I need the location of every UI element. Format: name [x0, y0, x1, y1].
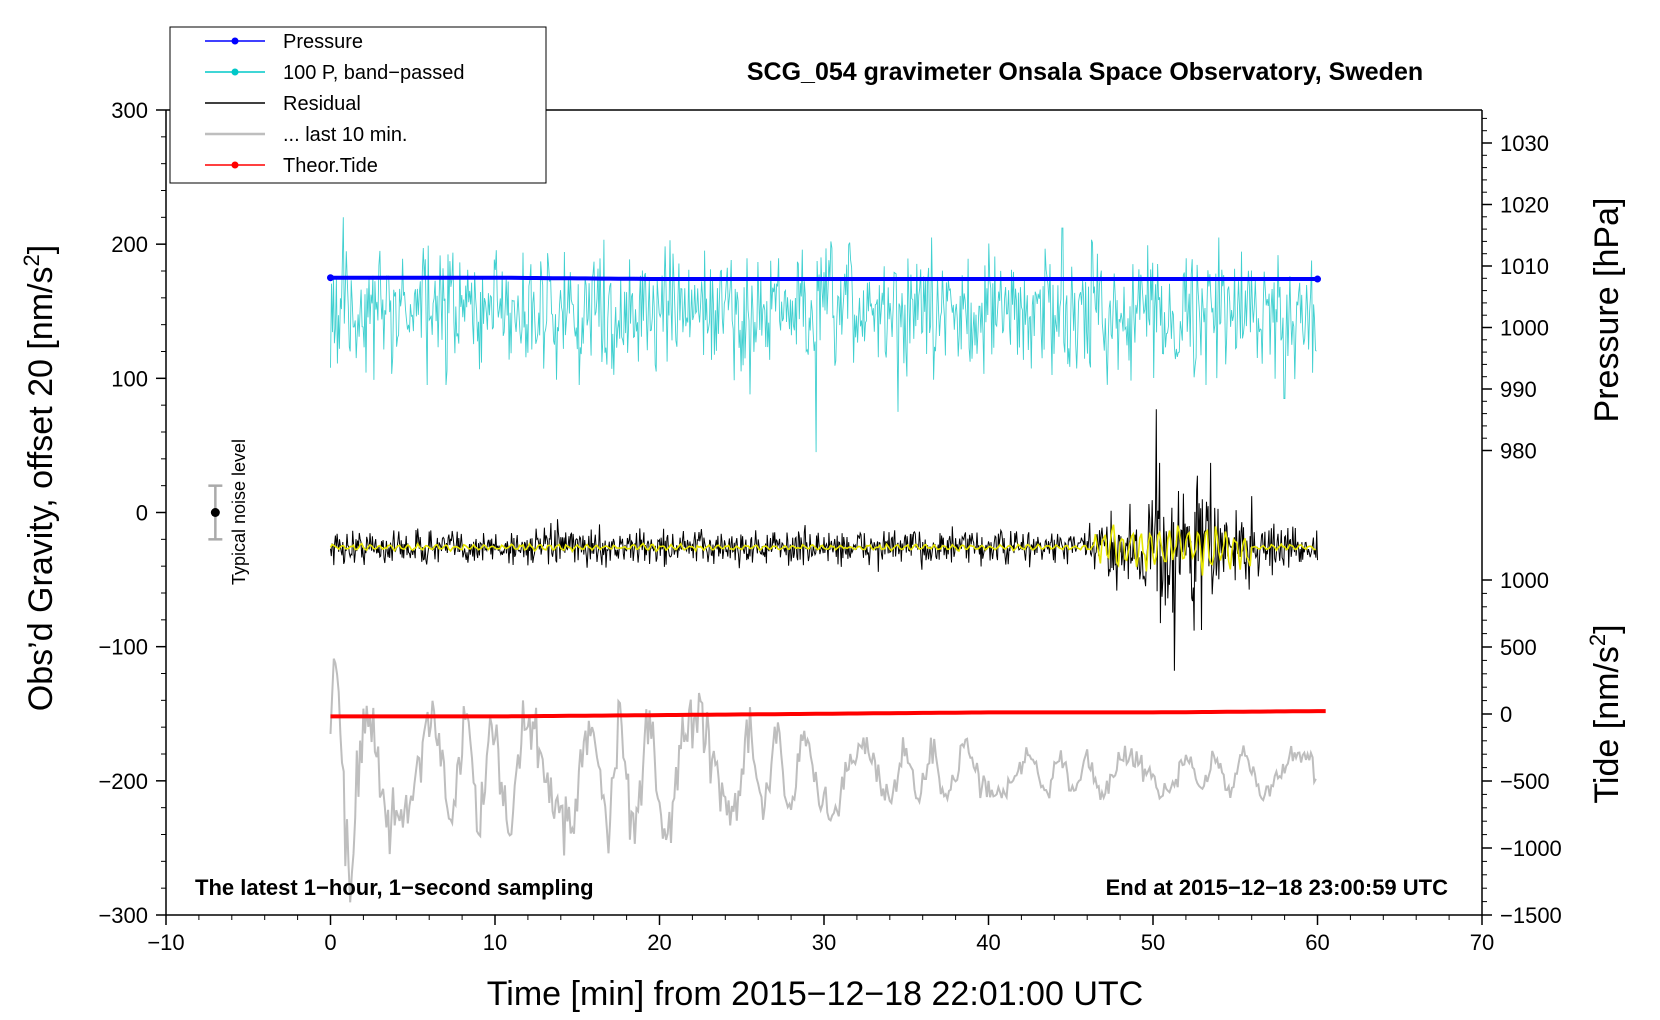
- legend-label: Theor.Tide: [283, 155, 378, 177]
- tide-tick-label: −1000: [1500, 836, 1562, 861]
- y-axis-title-tide-sup: 2: [1585, 634, 1610, 646]
- legend-label: 100 P, band−passed: [283, 62, 464, 84]
- y-left-tick-label: 100: [111, 366, 148, 391]
- tide-tick-label: 0: [1500, 702, 1512, 727]
- series-layer: [208, 217, 1326, 903]
- bandpassed-pressure-line: [330, 217, 1317, 453]
- tide-tick-label: 1000: [1500, 568, 1549, 593]
- tide-tick-label: −500: [1500, 769, 1550, 794]
- axis-layer: −10 0 10 20 30 40 50 60 70−300−200−1000100200300…: [98, 98, 1561, 955]
- residual-line: [330, 409, 1318, 671]
- tide-tick-label: 500: [1500, 635, 1537, 660]
- x-tick-label: 70: [1470, 930, 1494, 955]
- legend-marker: [231, 68, 239, 76]
- x-tick-label: 0: [324, 930, 336, 955]
- legend-label: Pressure: [283, 31, 363, 53]
- pressure-tick-label: 1030: [1500, 131, 1549, 156]
- x-tick-label: 50: [1141, 930, 1165, 955]
- y-axis-title-tide-main: Tide [nm/s: [1588, 646, 1626, 803]
- y-axis-title-left-main: Obs’d Gravity, offset 20 [nm/s: [22, 267, 60, 712]
- x-tick-label: 10: [483, 930, 507, 955]
- y-left-tick-label: 0: [136, 501, 148, 526]
- pressure-end-point: [1314, 275, 1321, 283]
- noise-bar-center: [210, 508, 220, 517]
- pressure-tick-label: 990: [1500, 377, 1537, 402]
- x-tick-label: 60: [1305, 930, 1329, 955]
- y-left-tick-label: −300: [98, 903, 148, 928]
- pressure-tick-label: 1010: [1500, 254, 1549, 279]
- y-axis-title-left-close: ]: [22, 245, 60, 254]
- y-axis-title-pressure: Pressure [hPa]: [1588, 198, 1626, 423]
- legend: Pressure 100 P, band−passed Residual ... la…: [169, 26, 547, 184]
- tide-tick-label: −1500: [1500, 903, 1562, 928]
- x-tick-label: −10: [147, 930, 184, 955]
- pressure-tick-label: 1000: [1500, 316, 1549, 341]
- pressure-line: [330, 275, 1318, 281]
- y-left-tick-label: 200: [111, 232, 148, 257]
- noise-level-label: Typical noise level: [229, 439, 249, 585]
- legend-marker: [231, 37, 239, 45]
- x-tick-label: 20: [647, 930, 671, 955]
- y-axis-title-left-sup: 2: [19, 254, 44, 266]
- y-axis-title-left: Obs’d Gravity, offset 20 [nm/s2]: [19, 245, 60, 711]
- pressure-start-point: [327, 274, 334, 282]
- y-left-tick-label: −200: [98, 769, 148, 794]
- y-axis-title-tide-close: ]: [1588, 624, 1626, 633]
- y-axis-title-tide: Tide [nm/s2]: [1585, 624, 1626, 803]
- legend-label: ... last 10 min.: [283, 124, 408, 146]
- annotation-latest-hour: The latest 1−hour, 1−second sampling: [195, 875, 594, 900]
- pressure-tick-label: 980: [1500, 439, 1537, 464]
- x-tick-label: 30: [812, 930, 836, 955]
- chart-title: SCG_054 gravimeter Onsala Space Observat…: [747, 58, 1423, 86]
- x-axis-title: Time [min] from 2015−12−18 22:01:00 UTC: [487, 975, 1143, 1013]
- residual-smoothed-line: [329, 524, 1316, 576]
- last-10-min-line: [329, 658, 1317, 903]
- legend-marker: [231, 161, 239, 169]
- legend-box: [169, 26, 547, 184]
- y-left-tick-label: −100: [98, 635, 148, 660]
- legend-label: Residual: [283, 93, 361, 115]
- theor-tide-line: [330, 709, 1326, 719]
- pressure-tick-label: 1020: [1500, 193, 1549, 218]
- x-tick-label: 40: [976, 930, 1000, 955]
- annotation-end-time: End at 2015−12−18 23:00:59 UTC: [1106, 875, 1449, 900]
- y-left-tick-label: 300: [111, 98, 148, 123]
